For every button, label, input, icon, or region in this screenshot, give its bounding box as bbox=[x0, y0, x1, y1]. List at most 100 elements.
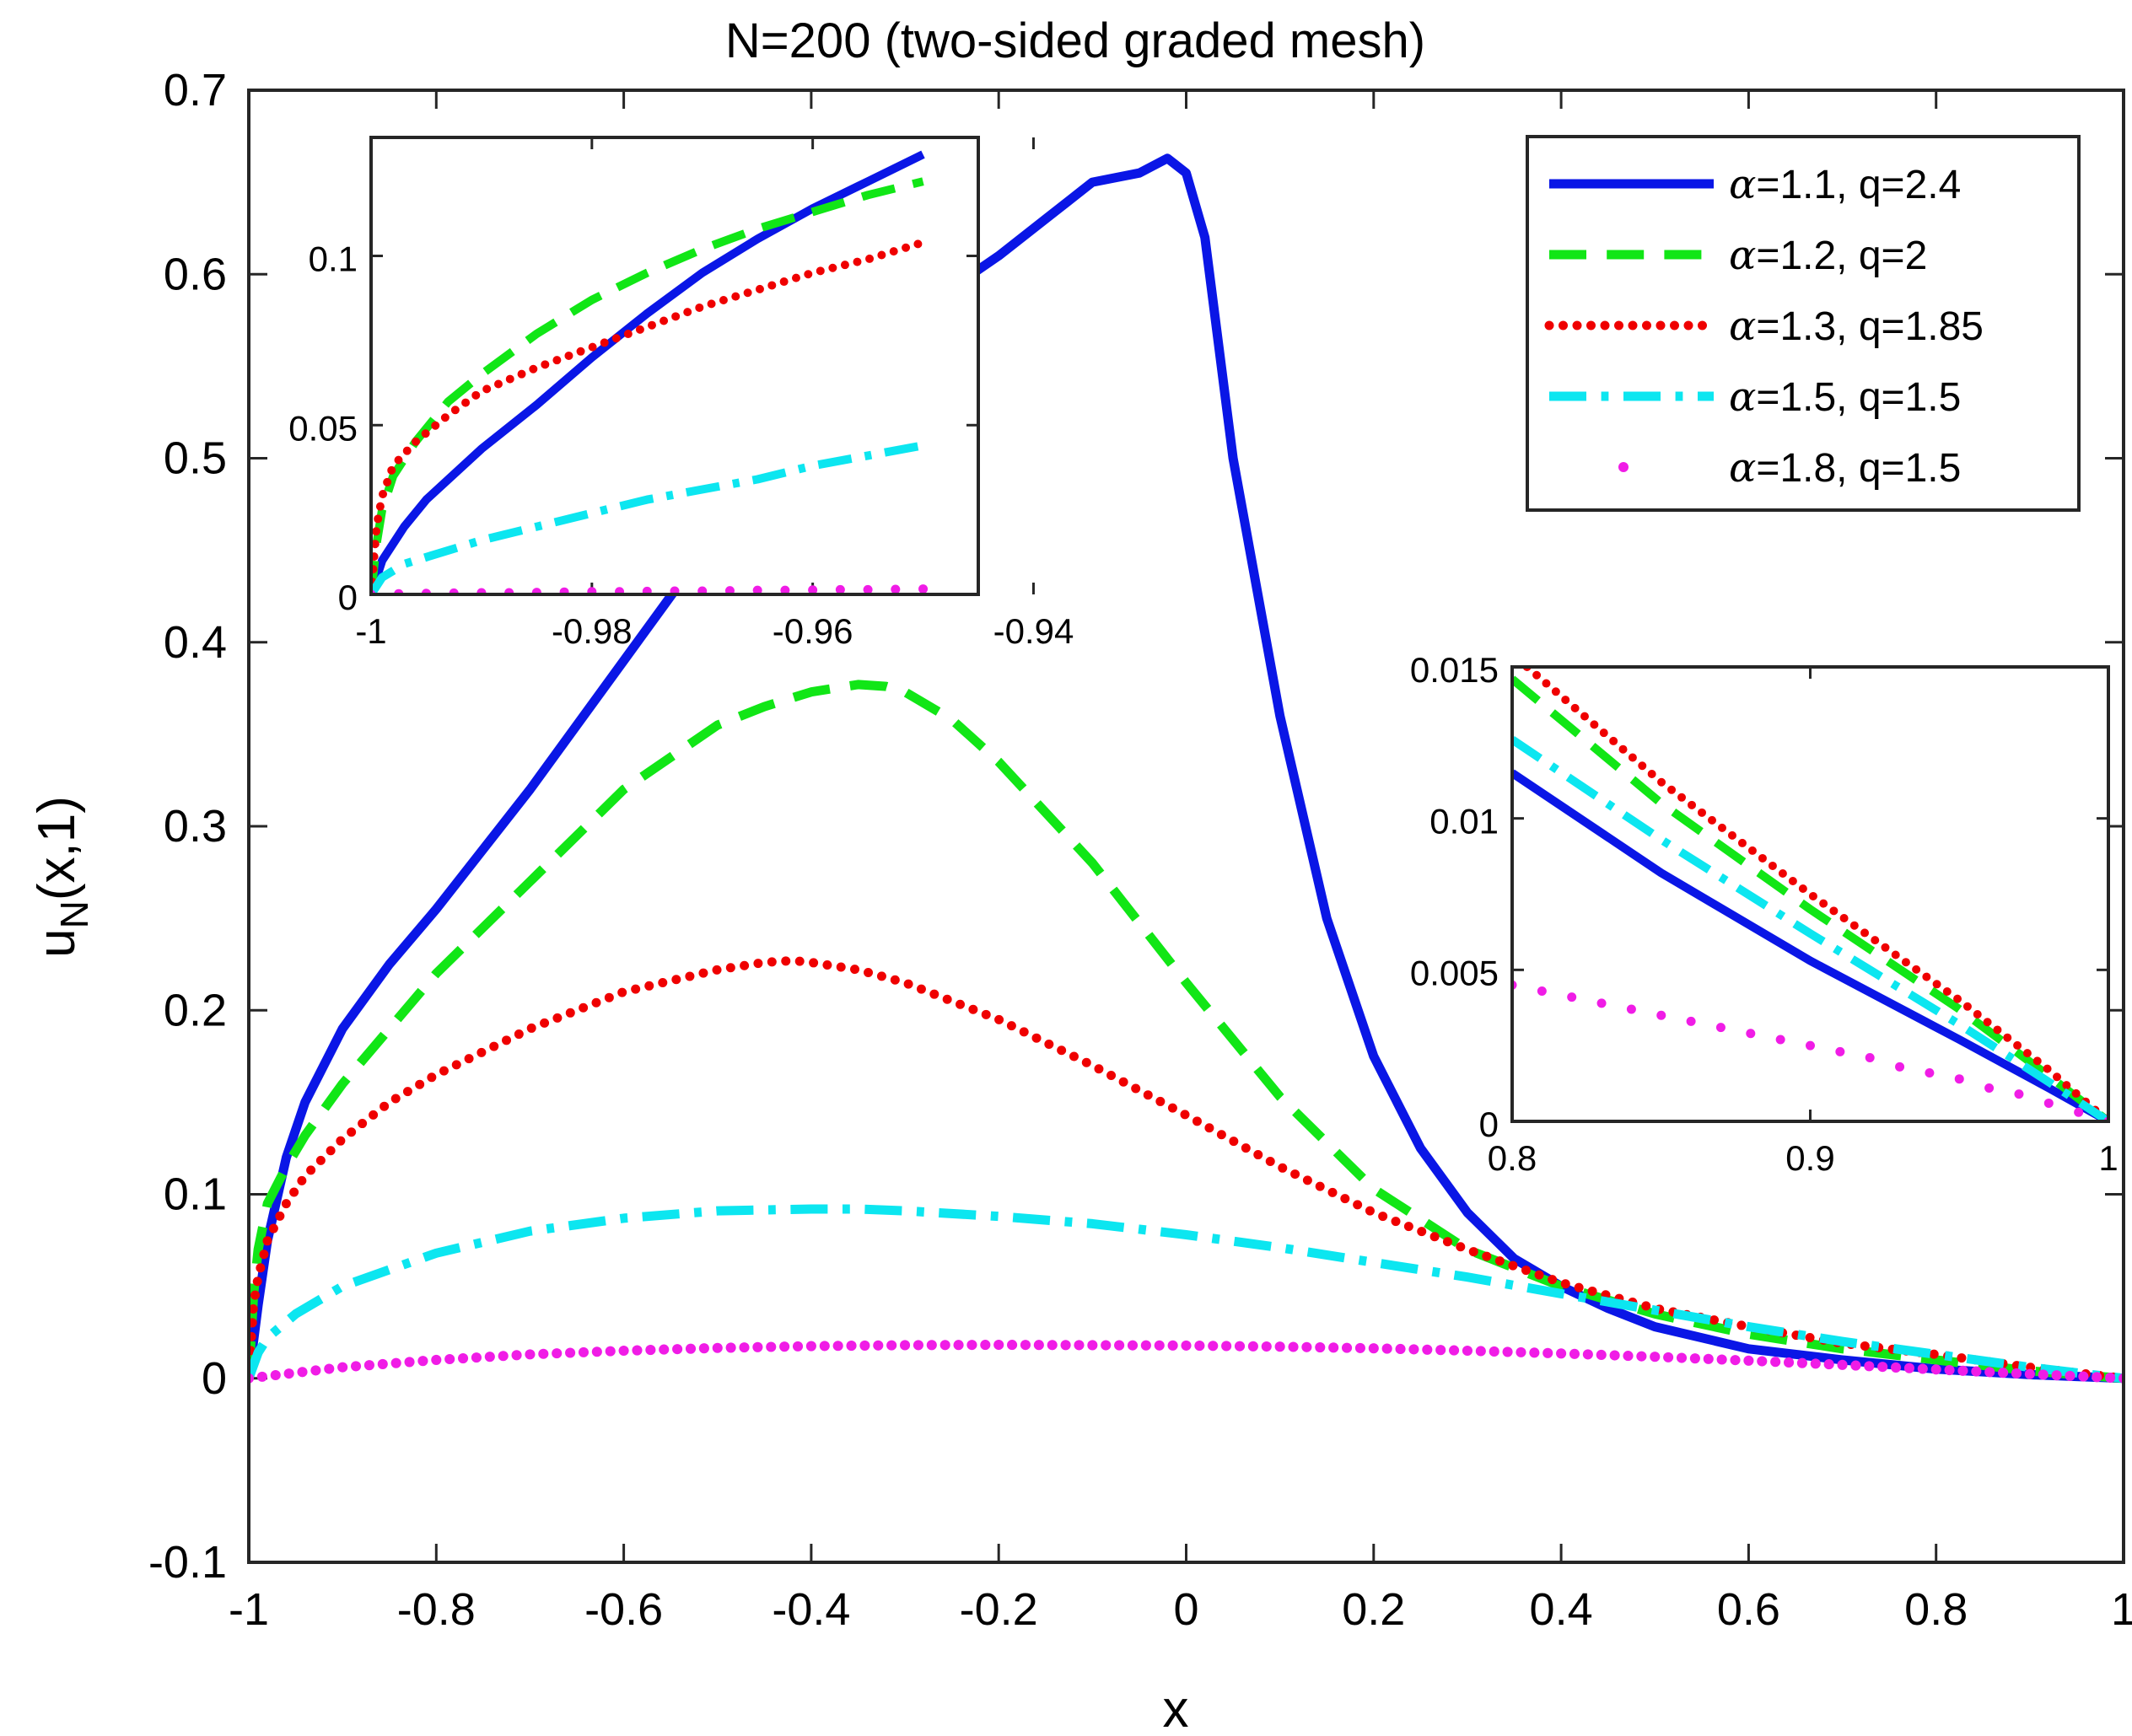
series-line-5-marker bbox=[310, 1365, 321, 1376]
inset1-series-line-5-marker bbox=[559, 587, 569, 594]
series-line-5-marker bbox=[1167, 1340, 1178, 1351]
series-line-5-marker bbox=[805, 1341, 816, 1352]
series-line-5-marker bbox=[444, 1353, 455, 1365]
series-line-5-marker bbox=[846, 1341, 857, 1352]
series-line-5-marker bbox=[552, 1348, 563, 1359]
main-series bbox=[249, 153, 2124, 1384]
series-line-5-marker bbox=[1556, 1348, 1567, 1359]
series-line-5-marker bbox=[1395, 1343, 1406, 1355]
series-line-5-marker bbox=[1462, 1345, 1472, 1357]
inset2-series-line-5-marker bbox=[1835, 1046, 1845, 1056]
inset2-series-line-5-marker bbox=[1596, 998, 1607, 1008]
series-line-5-marker bbox=[1074, 1340, 1085, 1351]
inset2-y-tick-label: 0.01 bbox=[1429, 802, 1499, 841]
series-line-5-marker bbox=[779, 1341, 790, 1352]
series-line-3 bbox=[249, 955, 2124, 1384]
series-line-5-marker bbox=[1408, 1344, 1419, 1355]
inset2-series-line-5-marker bbox=[2043, 1098, 2054, 1108]
series-line-5-marker bbox=[404, 1357, 415, 1368]
inset2-series-line-5 bbox=[1512, 980, 2108, 1121]
y-axis-label-subscript: N bbox=[52, 900, 96, 928]
legend-label-1: α=1.1, q=2.4 bbox=[1729, 161, 1961, 208]
inset2-series-line-5-marker bbox=[1806, 1040, 1815, 1051]
series-line-5-marker bbox=[1650, 1352, 1661, 1362]
series-line-5-marker bbox=[2051, 1370, 2062, 1381]
main-y-tick-label: 0.6 bbox=[164, 249, 227, 299]
legend-label-3: α=1.3, q=1.85 bbox=[1729, 303, 1984, 350]
legend-label-text: =1.5, q=1.5 bbox=[1756, 375, 1961, 420]
series-line-5-marker bbox=[632, 1345, 643, 1356]
inset2-series-line-5-marker bbox=[2014, 1089, 2024, 1099]
inset2-series-line-5-marker bbox=[2074, 1107, 2084, 1117]
series-line-5-marker bbox=[256, 1371, 267, 1382]
series-line-5-marker bbox=[1247, 1341, 1258, 1352]
legend-label-text: =1.2, q=2 bbox=[1756, 234, 1927, 278]
series-line-5-marker bbox=[2038, 1369, 2049, 1380]
inset2-x-tick-label: 0.8 bbox=[1488, 1138, 1537, 1178]
series-line-5-marker bbox=[1957, 1365, 1968, 1376]
series-line-5-marker bbox=[337, 1362, 348, 1373]
main-y-tick-label: 0.3 bbox=[164, 801, 227, 852]
inset1-x-tick-label: -0.94 bbox=[993, 611, 1074, 651]
inset1-series-line-5-marker bbox=[752, 585, 762, 594]
series-line-5-marker bbox=[1194, 1341, 1205, 1352]
legend-alpha-symbol: α bbox=[1729, 161, 1756, 208]
series-line-5-marker bbox=[980, 1340, 991, 1351]
main-y-tick-label: 0.1 bbox=[164, 1169, 227, 1220]
series-line-5-marker bbox=[390, 1357, 401, 1368]
series-line-5-marker bbox=[1971, 1366, 1982, 1377]
inset2-series-line-5-marker bbox=[1715, 1023, 1726, 1033]
inset2-series-line-4 bbox=[1512, 736, 2108, 1121]
inset1-series-line-5-marker bbox=[642, 586, 652, 594]
series-line-5-marker bbox=[939, 1340, 950, 1351]
series-line-5-marker bbox=[1181, 1340, 1192, 1351]
series-line-5-marker bbox=[1944, 1365, 1955, 1376]
series-line-5-marker bbox=[659, 1344, 670, 1355]
legend-alpha-symbol: α bbox=[1729, 303, 1756, 350]
series-line-5-marker bbox=[618, 1345, 629, 1357]
main-y-tick-label: 0.5 bbox=[164, 433, 227, 484]
series-line-5-marker bbox=[1689, 1353, 1700, 1364]
inset2-y-tick-label: 0.005 bbox=[1410, 953, 1499, 992]
series-line-5-marker bbox=[1783, 1357, 1795, 1368]
series-line-5-marker bbox=[2011, 1368, 2022, 1379]
inset-right: 0.8 0.9 1 0 0.005 0.01 0.015 bbox=[1410, 650, 2119, 1178]
y-axis-label-tail: (x,1) bbox=[28, 796, 86, 900]
series-line-5-marker bbox=[1315, 1342, 1326, 1353]
inset1-series-line-2 bbox=[371, 177, 924, 594]
series-line-5-marker bbox=[511, 1350, 522, 1361]
series-line-5-marker bbox=[2078, 1371, 2089, 1382]
series-line-5-marker bbox=[538, 1348, 549, 1359]
legend-label-text: =1.3, q=1.85 bbox=[1756, 304, 1984, 349]
series-line-5-marker bbox=[1998, 1368, 2009, 1379]
main-x-tick-label: 0.4 bbox=[1530, 1584, 1593, 1635]
series-line-5-marker bbox=[712, 1342, 723, 1353]
series-line-5-marker bbox=[752, 1341, 763, 1352]
chart-title: N=200 (two-sided graded mesh) bbox=[725, 13, 1425, 68]
series-line-5-marker bbox=[324, 1363, 335, 1374]
legend-label-4: α=1.5, q=1.5 bbox=[1729, 374, 1961, 421]
series-line-5-marker bbox=[2092, 1372, 2102, 1383]
main-y-tick-label: 0.7 bbox=[164, 65, 227, 116]
legend: α=1.1, q=2.4α=1.2, q=2α=1.3, q=1.85α=1.5… bbox=[1526, 135, 2081, 512]
series-line-1 bbox=[249, 153, 2124, 1384]
inset1-series-line-5-marker bbox=[918, 584, 929, 594]
series-line-5-marker bbox=[1569, 1348, 1580, 1359]
x-axis-label: x bbox=[1163, 1680, 1189, 1736]
inset1-series-line-5-marker bbox=[891, 584, 901, 594]
y-axis-label: uN(x,1) bbox=[28, 796, 96, 958]
series-line-5-marker bbox=[1502, 1346, 1513, 1357]
series-line-5-marker bbox=[1623, 1351, 1634, 1362]
y-axis-label-main: u bbox=[28, 928, 86, 957]
series-line-5-marker bbox=[913, 1340, 923, 1351]
series-line-5-marker bbox=[1435, 1345, 1446, 1356]
series-line-5-marker bbox=[1757, 1356, 1768, 1367]
series-line-5-marker bbox=[565, 1347, 576, 1358]
series-line-5-marker bbox=[1234, 1341, 1246, 1352]
inset1-series-line-5-marker bbox=[670, 586, 680, 594]
legend-marker-5 bbox=[1618, 462, 1629, 472]
inset1-series-line-5-marker bbox=[697, 586, 708, 594]
series-line-5-marker bbox=[471, 1352, 482, 1363]
inset2-series-line-5-marker bbox=[1626, 1004, 1636, 1014]
series-line-5-marker bbox=[458, 1353, 469, 1364]
